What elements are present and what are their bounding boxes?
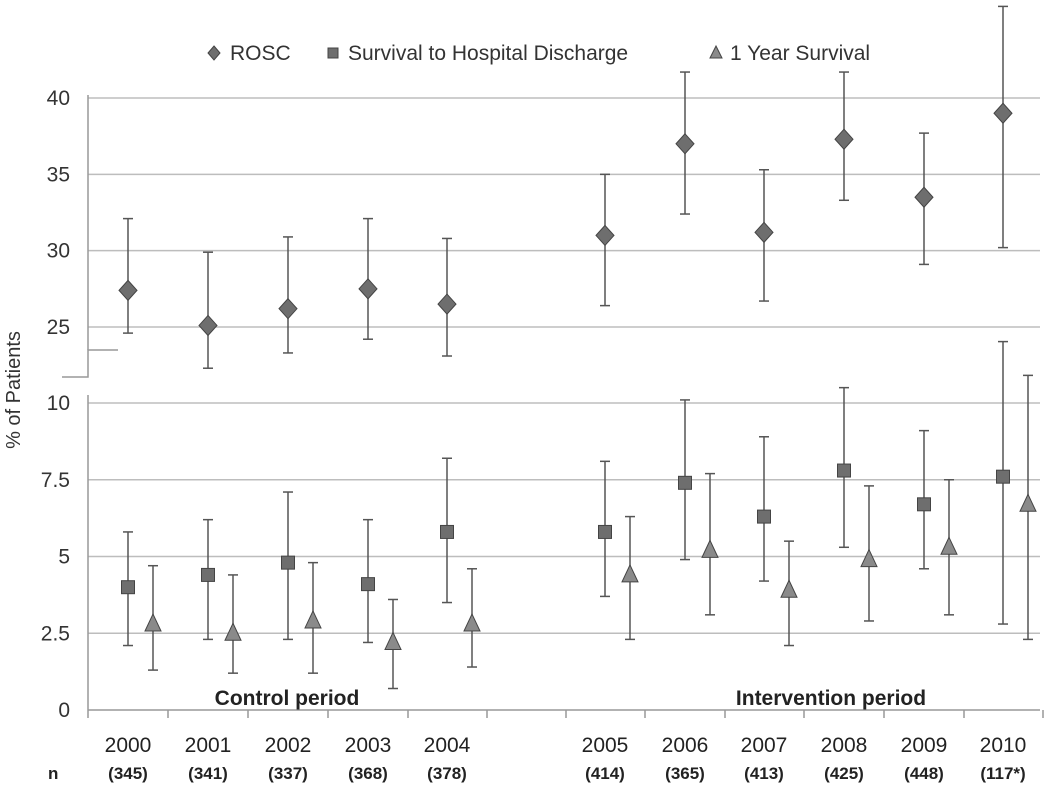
error-bar (759, 436, 769, 582)
x-tick-label: 2004 (424, 734, 471, 757)
one-year-survival-point (463, 612, 481, 632)
n-value: (378) (427, 764, 467, 783)
survival-discharge-point (678, 475, 692, 490)
n-value: (368) (348, 764, 388, 783)
one-year-survival-point (144, 612, 162, 632)
y-tick-label: 35 (47, 163, 70, 186)
x-tick-label: 2000 (105, 734, 152, 757)
y-tick-label: 25 (47, 316, 70, 339)
n-row-label: n (48, 764, 58, 783)
n-value: (117*) (980, 764, 1025, 783)
error-bar (998, 5, 1008, 249)
n-value: (345) (108, 764, 148, 783)
n-value: (413) (744, 764, 784, 783)
y-tick-label: 5 (58, 546, 70, 569)
survival-discharge-point (757, 509, 771, 524)
rosc-point (675, 133, 695, 155)
rosc-point (754, 221, 774, 244)
grid-lines (88, 97, 1040, 634)
n-value: (337) (268, 764, 308, 783)
y-tick-label: 7.5 (41, 469, 70, 492)
rosc-point (358, 278, 378, 300)
one-year-survival-point (780, 579, 798, 598)
survival-discharge-point (121, 580, 135, 595)
x-tick-label: 2009 (901, 734, 948, 757)
survival-discharge-point (917, 497, 931, 512)
survival-discharge-point (281, 555, 295, 570)
x-tick-label: 2006 (662, 734, 709, 757)
x-tick-label: 2007 (741, 734, 788, 757)
error-bar (283, 236, 293, 354)
legend-diamond-icon (207, 45, 221, 61)
rosc-point (834, 128, 854, 150)
rosc-point (914, 186, 934, 208)
legend-label: 1 Year Survival (730, 42, 870, 65)
one-year-survival-point (940, 536, 958, 555)
n-value: (425) (824, 764, 864, 783)
rosc-point (595, 224, 615, 247)
y-axis-label: % of Patients (3, 331, 25, 449)
x-tick-label: 2003 (345, 734, 392, 757)
legend-square-icon (327, 47, 339, 59)
n-value: (341) (188, 764, 228, 783)
rosc-point (993, 102, 1013, 125)
error-bar (123, 217, 133, 334)
x-tick-label: 2010 (980, 734, 1027, 757)
error-bar (203, 251, 213, 369)
rosc-point (278, 297, 298, 320)
intervention-period-label: Intervention period (736, 687, 926, 710)
control-period-label: Control period (215, 687, 360, 710)
one-year-survival-point (860, 548, 878, 568)
axes (62, 95, 1044, 718)
y-tick-label: 30 (47, 240, 70, 263)
error-bars (123, 5, 1033, 690)
legend-label: ROSC (230, 42, 291, 65)
one-year-survival-point (304, 609, 322, 629)
survival-discharge-point (996, 469, 1010, 484)
x-tick-label: 2005 (582, 734, 629, 757)
legend-item: ROSC (207, 42, 291, 65)
y-tick-label: 0 (58, 699, 70, 722)
n-value: (414) (585, 764, 625, 783)
legend-triangle-icon (709, 44, 723, 59)
legend-item: 1 Year Survival (709, 42, 870, 65)
survival-discharge-point (201, 567, 215, 582)
survival-discharge-point (598, 524, 612, 539)
one-year-survival-point (621, 563, 639, 583)
y-tick-label: 2.5 (41, 622, 70, 645)
x-tick-label: 2008 (821, 734, 868, 757)
y-tick-label: 40 (47, 87, 70, 110)
n-value: (365) (665, 764, 705, 783)
x-tick-label: 2001 (185, 734, 232, 757)
rosc-point (198, 314, 218, 337)
one-year-survival-point (384, 631, 402, 650)
one-year-survival-point (224, 622, 242, 641)
data-markers (118, 102, 1037, 650)
rosc-point (118, 279, 138, 302)
n-value: (448) (904, 764, 944, 783)
one-year-survival-point (701, 539, 719, 558)
labels: 0 2.5 5 7.5 10 25 30 35 40 % of Patients 2000 (345)… (3, 87, 1026, 783)
rosc-point (437, 293, 457, 315)
axis-break-mark (62, 349, 118, 378)
legend: ROSC Survival to Hospital Discharge 1 Year… (207, 42, 870, 65)
one-year-survival-point (1019, 493, 1037, 512)
survival-discharge-point (440, 524, 454, 539)
survival-discharge-point (837, 463, 851, 478)
y-tick-label: 10 (47, 392, 70, 415)
survival-discharge-point (361, 577, 375, 592)
legend-item: Survival to Hospital Discharge (327, 42, 628, 65)
legend-label: Survival to Hospital Discharge (348, 42, 628, 65)
x-tick-label: 2002 (265, 734, 312, 757)
